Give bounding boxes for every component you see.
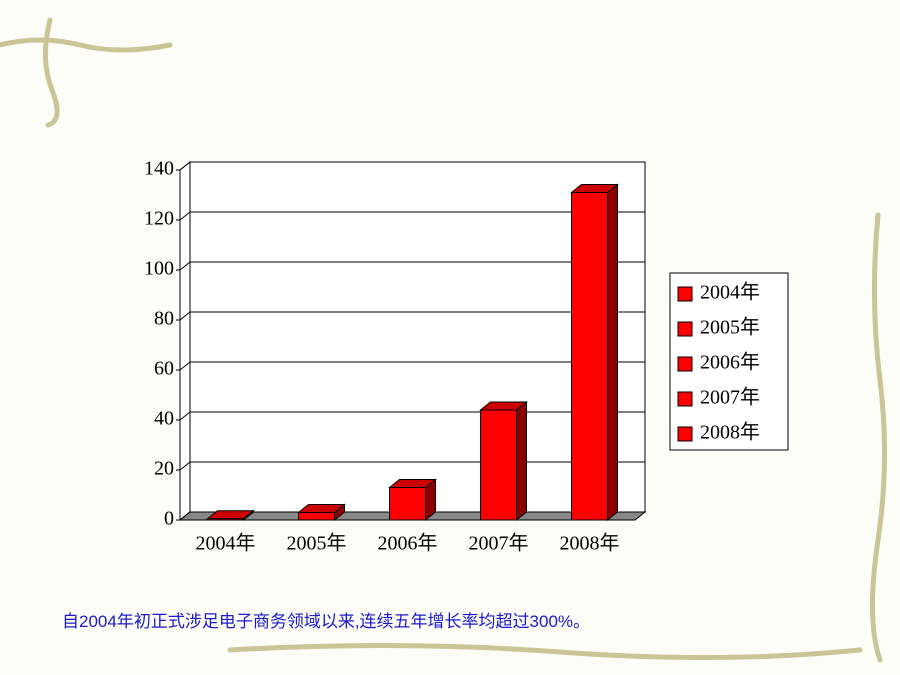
legend-swatch (677, 321, 693, 337)
bar (388, 478, 437, 522)
legend-label: 2008年 (700, 421, 760, 444)
legend-swatch (677, 391, 693, 407)
y-tick-label: 20 (154, 458, 174, 480)
y-tick-label: 40 (154, 408, 174, 430)
legend-swatch (677, 356, 693, 372)
legend-label: 2004年 (700, 281, 760, 304)
bar-front (207, 518, 244, 521)
y-tick-label: 100 (144, 258, 174, 280)
legend-label: 2005年 (700, 316, 760, 339)
grid-line-side (179, 511, 191, 521)
legend-swatch (677, 286, 693, 302)
bar (297, 503, 346, 522)
bar (570, 183, 619, 522)
bar-front (389, 487, 426, 521)
y-tick-label: 120 (144, 208, 174, 230)
legend-swatch (677, 426, 693, 442)
grid-line-side (179, 361, 191, 371)
x-tick-label: 2008年 (560, 532, 620, 555)
plot-area: 0 20 40 60 80 100 120 140 2004年 2005年 2006年 2007年 20… (144, 158, 647, 555)
x-tick-label: 2004年 (196, 532, 256, 555)
bar-front (480, 409, 517, 521)
x-tick-label: 2005年 (287, 532, 347, 555)
bar-side (607, 183, 618, 522)
legend-label: 2007年 (700, 386, 760, 409)
grid-line-side (179, 461, 191, 471)
x-tick-label: 2007年 (469, 532, 529, 555)
bar-front (298, 512, 335, 521)
grid-line-side (179, 261, 191, 271)
legend-label: 2006年 (700, 351, 760, 374)
x-tick-label: 2006年 (378, 532, 438, 555)
y-tick-label: 80 (154, 308, 174, 330)
y-tick-label: 140 (144, 158, 174, 180)
bar (206, 509, 255, 522)
legend: 2004年 2005年 2006年 2007年 2008年 (669, 272, 789, 451)
y-tick-label: 60 (154, 358, 174, 380)
bar-front (571, 192, 608, 521)
y-tick-label: 0 (164, 508, 174, 530)
grid-line-side (179, 311, 191, 321)
grid-line-side (179, 161, 191, 171)
grid-line-side (179, 411, 191, 421)
background-decoration (0, 17, 888, 663)
caption: 自2004年初正式涉足电子商务领域以来,连续五年增长率均超过300%。 (62, 612, 591, 631)
bar-side (516, 400, 527, 522)
grid-line-side (179, 211, 191, 221)
bar (479, 400, 528, 522)
